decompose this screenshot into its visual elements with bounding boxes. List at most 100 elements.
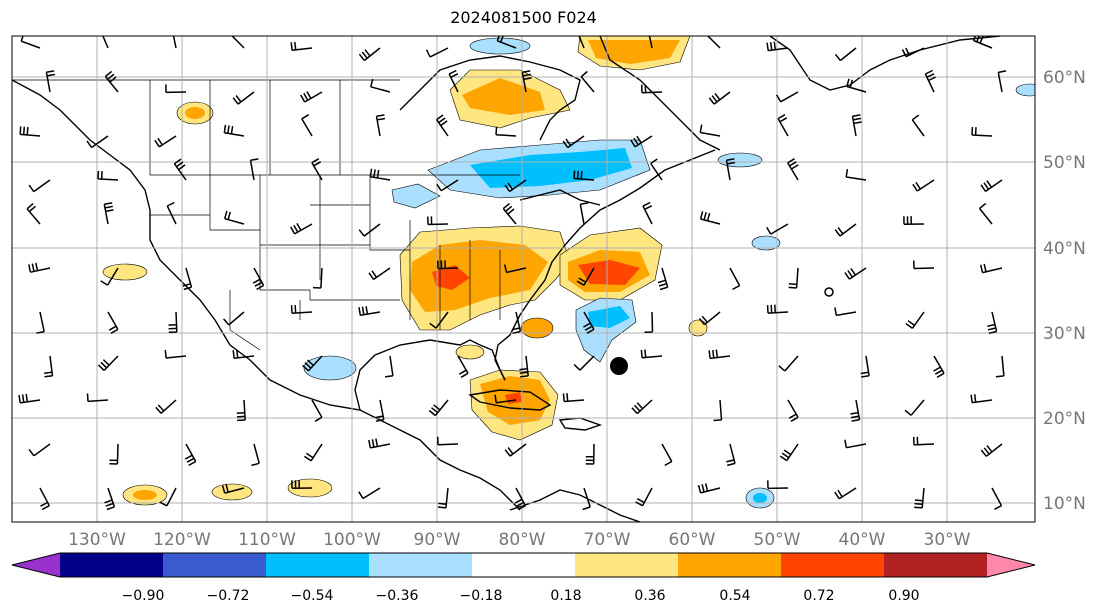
wind-barb: [428, 399, 449, 417]
wind-barb: [45, 70, 56, 93]
field-warm-pacific-a: [102, 263, 148, 281]
wind-barb: [726, 443, 736, 467]
lon-label: 30°W: [924, 530, 971, 550]
colorbar-extend-high: [987, 553, 1035, 577]
wind-barb: [103, 202, 114, 225]
wind-barb: [495, 126, 517, 137]
colorbar-outline: [11, 552, 1036, 578]
wind-barb: [26, 203, 41, 225]
colorbar-ticks: −0.90 −0.72 −0.54 −0.36 −0.18 0.18 0.36 …: [122, 588, 920, 604]
wind-barb: [698, 311, 721, 326]
wind-barb: [290, 223, 313, 235]
field-warm-gulf: [455, 344, 485, 360]
colorbar-segment: [369, 553, 473, 577]
lon-label: 50°W: [754, 530, 801, 550]
wind-barb: [28, 443, 51, 457]
colorbar-tick-label: 0.18: [550, 588, 581, 604]
lon-label: 110°W: [238, 530, 296, 550]
wind-barb: [368, 438, 391, 449]
wind-barb: [579, 202, 589, 225]
wind-barb: [787, 399, 799, 422]
field-orange-pacific-nw: [185, 107, 205, 119]
wind-barb: [905, 311, 925, 329]
wind-barb: [514, 487, 527, 511]
colorbar-tick-label: 0.90: [888, 588, 919, 604]
wind-barb: [519, 355, 529, 378]
wind-barb: [578, 36, 585, 49]
wind-barb: [729, 267, 741, 291]
wind-barb: [580, 70, 595, 93]
lat-label: 20°N: [1043, 409, 1086, 429]
wind-barb: [912, 436, 935, 446]
field-orange-pacific-b: [133, 490, 157, 500]
wind-barb: [585, 443, 595, 465]
wind-barb: [631, 399, 653, 415]
wind-barb: [979, 263, 1003, 274]
wind-barb: [933, 355, 945, 378]
lon-label: 100°W: [323, 530, 381, 550]
wind-barb: [28, 262, 51, 273]
wind-barb: [914, 487, 925, 509]
wind-barb: [457, 355, 469, 378]
wind-barb: [166, 201, 177, 225]
lat-label: 50°N: [1043, 153, 1086, 173]
wind-barb: [583, 311, 595, 334]
wind-barb: [970, 394, 993, 404]
wind-barb: [86, 135, 109, 149]
lat-label: 60°N: [1043, 68, 1086, 88]
wind-barb: [502, 202, 517, 225]
wind-barb: [788, 267, 799, 289]
lon-label: 70°W: [584, 530, 631, 550]
field-orange-greenland: [588, 40, 680, 64]
field-orange-central-us: [410, 240, 548, 312]
wind-barb: [291, 480, 313, 490]
wind-barb: [159, 487, 177, 507]
colorbar-tick-label: −0.54: [291, 588, 334, 604]
wind-barb: [311, 399, 323, 422]
lon-label: 40°W: [839, 530, 886, 550]
wind-barb: [427, 216, 449, 226]
colorbar-segment: [884, 553, 988, 577]
wind-barb: [661, 443, 673, 467]
wind-barb: [311, 158, 323, 181]
map-title: 2024081500 F024: [450, 8, 597, 27]
field-red-atlantic: [578, 260, 640, 285]
wind-barb: [650, 158, 663, 181]
wind-barb: [573, 355, 595, 371]
wind-barb: [28, 179, 51, 193]
colorbar-segment: [781, 553, 885, 577]
field-warm-florida: [520, 317, 554, 339]
wind-barb: [834, 47, 857, 62]
wind-barb: [154, 135, 177, 148]
wind-barb: [708, 91, 731, 105]
wind-barb: [384, 355, 394, 378]
wind-barb: [496, 36, 517, 49]
colorbar-tick-label: −0.36: [376, 588, 419, 604]
wind-barb: [834, 487, 857, 500]
wind-barb: [86, 393, 109, 403]
wind-barb: [913, 260, 935, 270]
colorbar-tick-label: 0.36: [634, 588, 665, 604]
wind-barb: [303, 443, 323, 462]
wind-barb: [290, 41, 313, 52]
wind-barb: [846, 78, 867, 93]
wind-barb: [766, 41, 789, 52]
wind-barb: [901, 47, 925, 58]
wind-barb: [697, 483, 721, 494]
wind-barb: [644, 311, 654, 333]
colorbar-tick-label: −0.90: [122, 588, 165, 604]
wind-barb: [850, 399, 861, 422]
wind-barb: [725, 158, 736, 181]
wind-barb: [104, 70, 119, 93]
wind-barb: [844, 439, 867, 449]
wind-barb: [648, 36, 653, 49]
wind-barb: [251, 443, 260, 467]
wind-barb: [369, 78, 391, 93]
colorbar-tick-label: 0.72: [803, 588, 834, 604]
lon-label: 80°W: [499, 530, 546, 550]
storm-center-marker: [610, 357, 628, 375]
wind-barbs: [18, 36, 1007, 511]
wind-barb: [845, 168, 867, 181]
wind-barb: [236, 399, 246, 422]
wind-barb: [223, 124, 245, 137]
